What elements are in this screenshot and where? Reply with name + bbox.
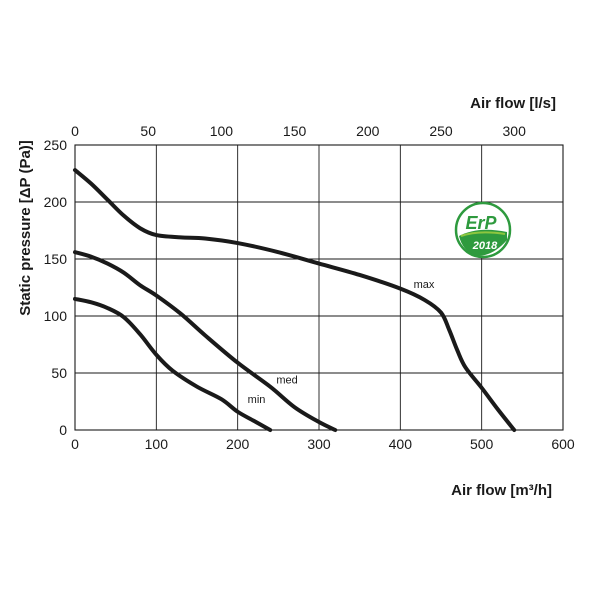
y-axis-title: Static pressure [ΔP (Pa)] (17, 140, 34, 316)
x-tick-label-bottom: 0 (71, 436, 79, 452)
x-tick-label-top: 0 (71, 123, 79, 139)
x-tick-label-top: 150 (283, 123, 307, 139)
x-axis-title-top: Air flow [l/s] (470, 95, 556, 112)
x-tick-label-top: 250 (429, 123, 453, 139)
x-tick-label-top: 100 (210, 123, 234, 139)
curve-med (73, 250, 338, 432)
badge-leaf-swoosh (459, 229, 507, 256)
x-tick-label-bottom: 500 (470, 436, 494, 452)
x-axis-title-bottom: Air flow [m³/h] (451, 482, 552, 499)
x-tick-label-bottom: 400 (389, 436, 413, 452)
chart-ticks: 0 100 200 300 400 500 600 0 50 100 150 200 250 300 0 50… (44, 123, 575, 452)
x-tick-label-bottom: 300 (307, 436, 331, 452)
x-tick-label-top: 300 (503, 123, 527, 139)
badge-leaf-highlight (460, 231, 506, 237)
y-tick-label: 250 (44, 137, 68, 153)
chart-grid (74, 144, 564, 431)
x-tick-label-bottom: 200 (226, 436, 250, 452)
erp-2018-badge: ErP 2018 (454, 201, 512, 259)
x-tick-label-top: 200 (356, 123, 380, 139)
y-tick-label: 0 (59, 422, 67, 438)
series-label-med: med (276, 375, 297, 387)
series-label-min: min (248, 394, 266, 406)
curve-max (73, 168, 517, 432)
badge-year-text: 2018 (472, 240, 498, 252)
chart-curves (73, 168, 517, 432)
y-tick-label: 100 (44, 308, 68, 324)
x-tick-label-top: 50 (140, 123, 156, 139)
y-tick-label: 200 (44, 194, 68, 210)
y-tick-label: 150 (44, 251, 68, 267)
y-tick-label: 50 (51, 365, 67, 381)
series-label-max: max (414, 279, 435, 291)
badge-erp-text: ErP (465, 213, 497, 233)
curve-min (73, 296, 273, 432)
x-tick-label-bottom: 100 (145, 436, 169, 452)
x-tick-label-bottom: 600 (551, 436, 575, 452)
